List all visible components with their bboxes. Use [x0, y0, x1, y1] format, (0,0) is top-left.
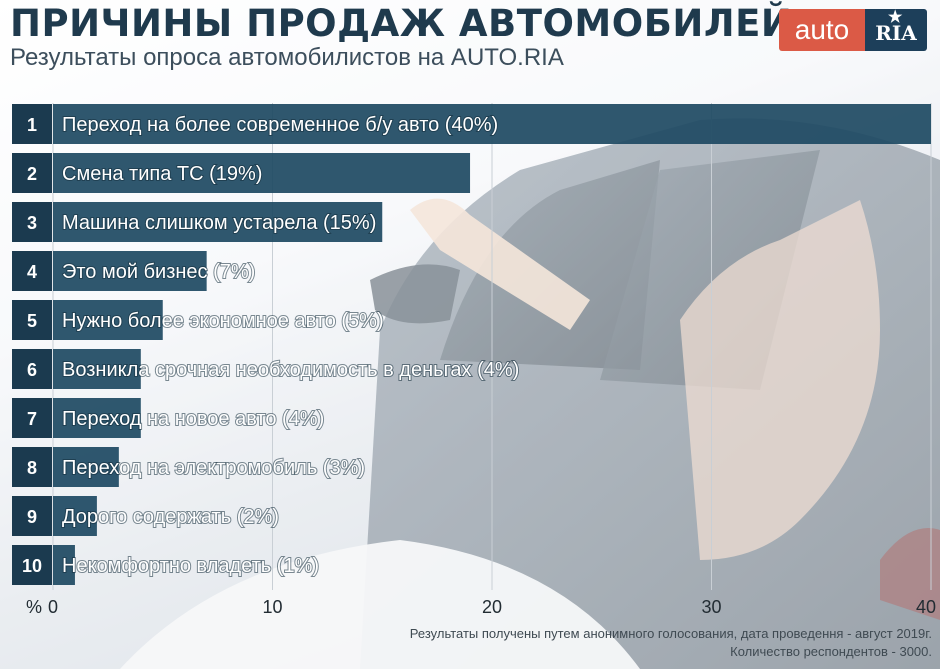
- footnote-line-2: Количество респондентов - 3000.: [730, 644, 932, 659]
- rank-number: 1: [27, 115, 37, 135]
- bar-label: Смена типа ТС (19%): [62, 163, 262, 185]
- bar: [53, 398, 141, 438]
- x-axis-unit-label: %: [26, 597, 42, 617]
- rank-number: 8: [27, 458, 37, 478]
- auto-ria-logo: auto ★ RIA: [779, 7, 927, 51]
- bar: [53, 545, 75, 585]
- star-icon: ★: [888, 7, 903, 26]
- bar: [53, 104, 931, 144]
- bar: [53, 300, 163, 340]
- bar-label: Переход на более современное б/у авто (4…: [62, 114, 498, 136]
- rank-number: 4: [27, 262, 37, 282]
- bar-label: Нужно более экономное авто (5%): [62, 310, 384, 332]
- rank-box: [12, 202, 52, 242]
- bar-label: Переход на электромобиль (3%): [62, 457, 365, 479]
- rank-box: [12, 300, 52, 340]
- bar-label: Это мой бизнес (7%): [62, 261, 255, 283]
- x-tick-label: 0: [48, 597, 58, 617]
- rank-box: [12, 545, 52, 585]
- rank-box: [12, 349, 52, 389]
- footnote: Результаты получены путем анонимного гол…: [410, 625, 932, 661]
- page-subtitle: Результаты опроса автомобилистов на AUTO…: [10, 44, 564, 71]
- x-tick-label: 30: [701, 597, 721, 617]
- rank-number: 10: [22, 556, 42, 576]
- rank-box: [12, 398, 52, 438]
- bar: [53, 349, 141, 389]
- rank-box: [12, 104, 52, 144]
- logo-ria-text: RIA: [875, 21, 917, 45]
- rank-number: 3: [27, 213, 37, 233]
- bar-label: Некомфортно владеть (1%): [62, 555, 319, 577]
- rank-box: [12, 153, 52, 193]
- rank-box: [12, 496, 52, 536]
- rank-box: [12, 251, 52, 291]
- rank-number: 7: [27, 409, 37, 429]
- logo-ria-block: ★ RIA: [865, 7, 927, 51]
- x-tick-label: 40: [916, 597, 936, 617]
- footnote-line-1: Результаты получены путем анонимного гол…: [409, 626, 932, 641]
- bar-label: Машина слишком устарела (15%): [62, 212, 376, 234]
- bar: [53, 251, 207, 291]
- rank-box: [12, 447, 52, 487]
- bar-label: Возникла срочная необходимость в деньгах…: [62, 359, 519, 381]
- x-tick-label: 20: [482, 597, 502, 617]
- bar-label: Переход на новое авто (4%): [62, 408, 324, 430]
- bar: [53, 153, 471, 193]
- logo-auto-text: auto: [779, 9, 865, 51]
- rank-number: 5: [27, 311, 37, 331]
- rank-number: 6: [27, 360, 37, 380]
- bar-label: Дорого содержать (2%): [62, 506, 279, 528]
- rank-number: 9: [27, 507, 37, 527]
- bar: [53, 496, 97, 536]
- bar: [53, 202, 383, 242]
- page-title: ПРИЧИНЫ ПРОДАЖ АВТОМОБИЛЕЙ: [10, 2, 793, 45]
- x-tick-label: 10: [262, 597, 282, 617]
- bar: [53, 447, 119, 487]
- rank-number: 2: [27, 164, 37, 184]
